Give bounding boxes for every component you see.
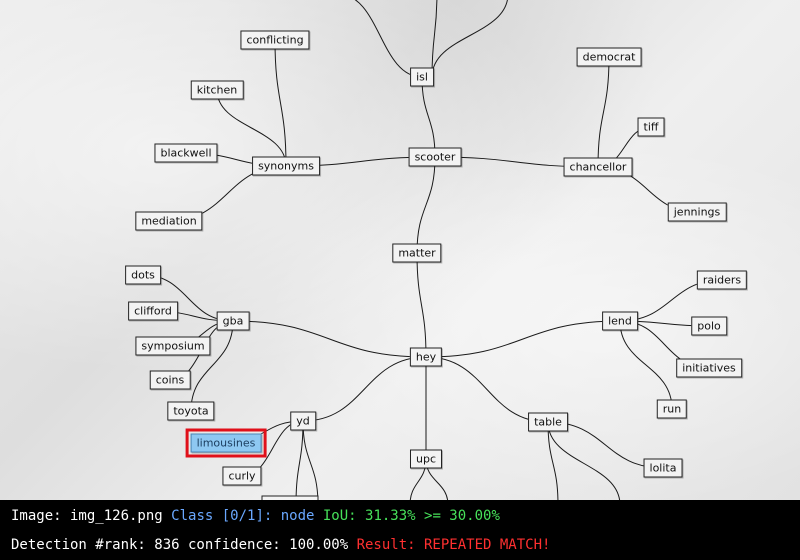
edge-isl-scooter	[421, 76, 436, 158]
node-clifford[interactable]: clifford	[128, 301, 178, 321]
node-jennings[interactable]: jennings	[667, 202, 727, 222]
node-hey[interactable]: hey	[409, 347, 443, 367]
edge-scooter-matter	[416, 156, 436, 254]
node-lend[interactable]: lend	[602, 311, 638, 331]
node-symposium[interactable]: symposium	[135, 336, 211, 356]
edge-offscreen-7	[547, 421, 559, 500]
edge-hey-yd	[302, 356, 427, 422]
node-tiff[interactable]: tiff	[637, 117, 665, 137]
node-scooter[interactable]: scooter	[408, 147, 462, 167]
class-label: Class [0/1]: node	[171, 508, 323, 524]
node-raiders[interactable]: raiders	[696, 270, 748, 290]
edge-gba-toyota	[190, 320, 234, 412]
status-line-2: Detection #rank: 836 confidence: 100.00%…	[11, 537, 550, 553]
node-yd[interactable]: yd	[290, 411, 316, 431]
node-toyota[interactable]: toyota	[167, 401, 215, 421]
edge-matter-hey	[416, 252, 427, 358]
node-democrat[interactable]: democrat	[576, 47, 642, 67]
node-table[interactable]: table	[528, 412, 568, 432]
edge-synonyms-kitchen	[216, 89, 287, 167]
node-polo[interactable]: polo	[691, 316, 727, 336]
node-blackwell[interactable]: blackwell	[154, 143, 218, 163]
edge-offscreen-2	[431, 0, 508, 78]
edge-hey-gba	[232, 320, 427, 358]
node-dots[interactable]: dots	[125, 265, 161, 285]
status-line-1: Image: img_126.png Class [0/1]: node IoU…	[11, 508, 500, 524]
node-coins[interactable]: coins	[149, 370, 191, 390]
detection-label: Detection #rank: 836 confidence: 100.00%	[11, 537, 357, 553]
node-lolita[interactable]: lolita	[643, 458, 683, 478]
node-curly[interactable]: curly	[222, 466, 262, 486]
edge-synonyms-conflicting	[274, 39, 287, 167]
node-chancellor[interactable]: chancellor	[563, 157, 633, 177]
node-kitchen[interactable]: kitchen	[190, 80, 244, 100]
node-upc[interactable]: upc	[409, 449, 443, 469]
status-bar: Image: img_126.png Class [0/1]: node IoU…	[0, 500, 800, 560]
node-mediation[interactable]: mediation	[135, 211, 203, 231]
edge-offscreen-0	[354, 0, 423, 78]
node-isl[interactable]: isl	[410, 67, 434, 87]
diagram-canvas: isl scooter matter hey synonyms conflicting ki…	[0, 0, 800, 500]
edge-offscreen-3	[295, 420, 304, 500]
edge-offscreen-4	[302, 420, 319, 500]
node-initiatives[interactable]: initiatives	[676, 358, 742, 378]
result-label: Result: REPEATED MATCH!	[356, 537, 551, 553]
node-limousines[interactable]: limousines	[185, 428, 267, 458]
node-synonyms[interactable]: synonyms	[252, 156, 320, 176]
edge-chancellor-democrat	[597, 56, 610, 168]
edge-offscreen-8	[547, 421, 620, 500]
node-gba[interactable]: gba	[216, 311, 250, 331]
node-run[interactable]: run	[656, 399, 688, 419]
offscreen-node-2	[261, 495, 319, 500]
image-label: Image: img_126.png	[11, 508, 172, 524]
node-matter[interactable]: matter	[392, 243, 442, 263]
edge-lend-run	[619, 320, 673, 410]
edge-offscreen-1	[431, 0, 438, 78]
edge-hey-lend	[425, 320, 621, 358]
node-conflicting[interactable]: conflicting	[240, 30, 310, 50]
iou-label: IoU: 31.33% >= 30.00%	[322, 508, 500, 524]
